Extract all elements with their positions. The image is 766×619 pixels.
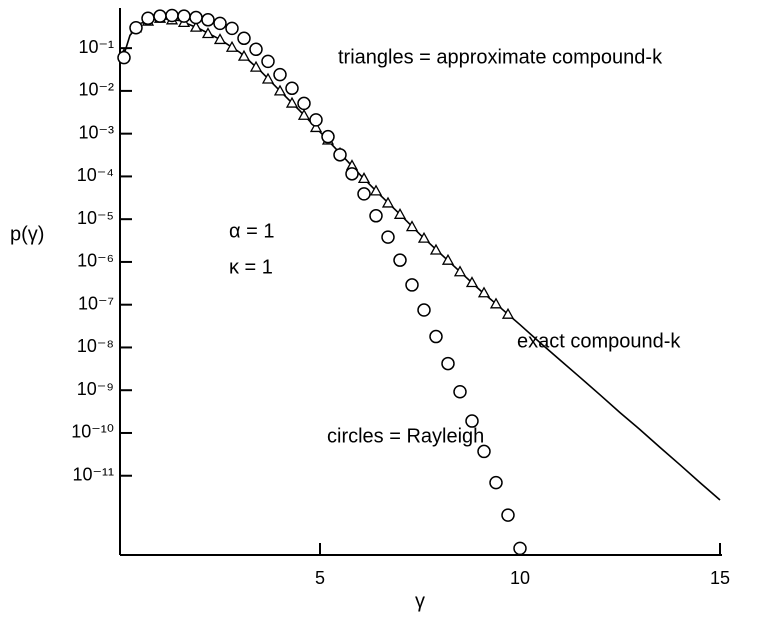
y-tick-label: 10⁻⁴ — [77, 165, 114, 185]
circle-marker — [465, 414, 479, 428]
triangle-marker — [429, 243, 443, 255]
y-tick-label: 10⁻⁹ — [77, 379, 114, 399]
annotation: triangles = approximate compound-k — [338, 46, 663, 68]
x-tick-label: 15 — [710, 568, 730, 588]
circle-marker — [213, 16, 227, 31]
circle-marker — [249, 42, 263, 57]
triangle-marker — [381, 196, 395, 208]
circle-marker — [333, 148, 347, 162]
triangle-marker — [273, 84, 287, 96]
circle-marker — [309, 113, 323, 127]
circle-marker — [261, 54, 275, 69]
triangle-marker — [357, 172, 371, 184]
circle-marker — [117, 50, 131, 65]
circle-marker — [429, 329, 443, 344]
y-tick-label: 10⁻⁸ — [77, 336, 114, 356]
triangle-marker — [201, 27, 215, 39]
triangle-marker — [465, 276, 479, 288]
annotation: exact compound-k — [517, 330, 681, 352]
annotation: α = 1 — [229, 220, 274, 242]
triangle-marker — [369, 184, 383, 196]
circle-marker — [417, 303, 431, 317]
y-axis-label: p(γ) — [10, 223, 44, 245]
y-tick-label: 10⁻⁶ — [77, 251, 114, 271]
triangle-marker — [213, 33, 227, 45]
y-tick-label: 10⁻⁵ — [77, 208, 114, 228]
triangle-marker — [285, 96, 299, 108]
circle-marker — [237, 31, 251, 46]
triangle-marker — [189, 20, 203, 32]
annotation: κ = 1 — [229, 256, 273, 278]
x-tick-label: 10 — [510, 568, 530, 588]
circle-marker — [141, 11, 155, 26]
circle-marker — [153, 9, 167, 23]
triangle-marker — [477, 286, 491, 298]
circle-marker — [345, 167, 359, 181]
circle-marker — [453, 385, 467, 399]
circle-marker — [489, 475, 503, 490]
y-tick-label: 10⁻¹¹ — [72, 464, 114, 484]
circle-marker — [177, 9, 191, 23]
y-tick-label: 10⁻² — [78, 80, 114, 100]
circle-marker — [225, 21, 239, 36]
triangle-marker — [441, 253, 455, 265]
circle-marker — [297, 96, 311, 111]
circle-marker — [129, 20, 143, 35]
triangle-marker — [489, 297, 503, 309]
triangle-marker — [237, 49, 251, 61]
circle-marker — [321, 129, 335, 144]
x-axis-label: γ — [415, 590, 425, 612]
x-tick-label: 5 — [315, 568, 325, 588]
y-tick-label: 10⁻³ — [78, 122, 114, 142]
y-tick-label: 10⁻¹ — [78, 37, 114, 57]
circle-marker — [513, 541, 527, 556]
y-tick-label: 10⁻¹⁰ — [71, 422, 114, 442]
triangle-marker — [261, 72, 275, 84]
triangle-marker — [225, 40, 239, 52]
circle-marker — [165, 8, 179, 23]
triangle-marker — [309, 121, 323, 133]
triangle-marker — [453, 265, 467, 277]
circle-marker — [381, 230, 395, 244]
triangle-marker — [405, 220, 419, 232]
circle-marker — [369, 209, 383, 223]
circle-marker — [201, 13, 215, 27]
triangle-marker — [501, 307, 515, 319]
circle-marker — [357, 187, 371, 201]
triangle-marker — [297, 108, 311, 120]
annotation: circles = Rayleigh — [327, 425, 484, 447]
circle-marker — [441, 356, 455, 371]
circle-marker — [189, 10, 203, 25]
circle-marker — [501, 508, 515, 522]
triangle-marker — [417, 231, 431, 243]
circle-marker — [477, 444, 491, 459]
circle-marker — [273, 67, 287, 82]
triangle-marker — [393, 207, 407, 219]
y-tick-label: 10⁻⁷ — [78, 293, 114, 313]
circle-marker — [393, 253, 407, 267]
circle-marker — [405, 278, 419, 292]
triangle-marker — [249, 60, 263, 72]
circle-marker — [285, 81, 299, 96]
